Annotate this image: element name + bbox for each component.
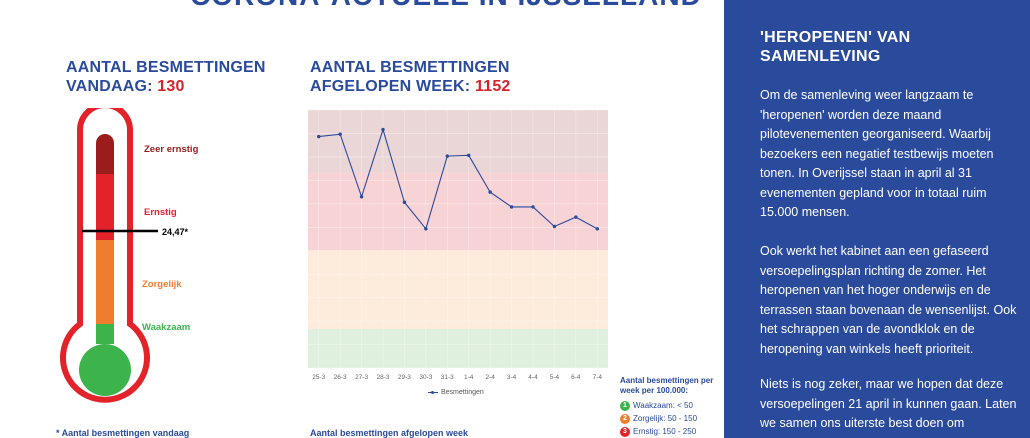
x-tick-label: 3-4 [507, 374, 517, 381]
level-label-zorgelijk: Zorgelijk [142, 279, 182, 290]
data-point [467, 153, 471, 158]
x-tick-label: 30-3 [419, 374, 432, 381]
data-point [381, 127, 385, 132]
chart-x-ticks: 25-3 26-3 27-3 28-3 29-3 30-3 31-3 1-4 2-4 3-4 4-4… [312, 374, 602, 381]
thermometer-heading-line1: AANTAL BESMETTINGEN [66, 59, 266, 76]
x-tick-label: 29-3 [398, 374, 411, 381]
x-tick-label: 7-4 [593, 374, 603, 381]
marker-value: 24,47* [162, 227, 189, 237]
x-tick-label: 5-4 [550, 374, 560, 381]
chart-band-2 [308, 172, 608, 251]
legend-label: Waakzaam: < 50 [633, 401, 693, 410]
legend-label: Ernstig: 150 - 250 [633, 427, 697, 436]
chart-band-1 [308, 250, 608, 329]
thermometer-graphic: Zeer ernstig Ernstig 24,47* Zorgelijk Wa… [60, 108, 199, 403]
chart-heading: AANTAL BESMETTINGEN AFGELOPEN WEEK: 1152 [310, 58, 511, 96]
thermometer-bulb [79, 344, 131, 396]
data-point [359, 195, 364, 199]
x-tick-label: 31-3 [441, 374, 454, 381]
series-line [318, 127, 598, 230]
sidebar-title: 'HEROPENEN' VAN SAMENLEVING [760, 29, 911, 65]
thermometer-heading: AANTAL BESMETTINGEN VANDAAG: 130 [66, 58, 266, 96]
legend-label: Zorgelijk: 50 - 150 [633, 414, 698, 423]
sidebar-panel: 'HEROPENEN' VAN SAMENLEVING Om de samenl… [724, 0, 1030, 438]
x-tick-label: 26-3 [334, 374, 347, 381]
level-label-zeer-ernstig: Zeer ernstig [144, 144, 199, 155]
level-bar-zeer-ernstig [96, 134, 114, 184]
legend-number-2: 2 [620, 413, 630, 424]
sidebar-paragraph: Niets is nog zeker, maar we hopen dat de… [760, 377, 1017, 430]
data-point [317, 134, 321, 139]
chart-grid [308, 109, 608, 369]
chart-heading-line2: AFGELOPEN WEEK: [310, 78, 471, 95]
chart-band-3 [308, 110, 608, 173]
chart-legend: Besmettingen [428, 389, 484, 396]
data-point [424, 227, 428, 231]
legend-item: 1 Waakzaam: < 50 [620, 399, 720, 412]
data-point [338, 132, 342, 136]
week-count: 1152 [475, 78, 511, 95]
x-tick-label: 27-3 [355, 374, 368, 381]
level-bar-waakzaam [96, 324, 114, 344]
chart-footnote: Aantal besmettingen afgelopen week [310, 428, 469, 438]
x-tick-label: 6-4 [571, 374, 581, 381]
data-point [552, 224, 557, 229]
data-point [595, 227, 599, 231]
x-tick-label: 4-4 [528, 374, 538, 381]
data-point [509, 205, 514, 209]
x-tick-label: 2-4 [485, 374, 495, 381]
legend-number-3: 3 [620, 426, 630, 437]
thermometer-body [60, 108, 150, 403]
chart-heading-line1: AANTAL BESMETTINGEN [310, 59, 510, 76]
sidebar-paragraph: Ook werkt het kabinet aan een gefaseerd … [760, 244, 1017, 356]
x-tick-label: 28-3 [376, 374, 389, 381]
x-tick-label: 25-3 [312, 374, 325, 381]
level-label-ernstig: Ernstig [144, 207, 177, 218]
data-point [488, 190, 492, 194]
sidebar-paragraph: Om de samenleving weer langzaam te 'hero… [760, 88, 994, 219]
weekly-chart: 25-3 26-3 27-3 28-3 29-3 30-3 31-3 1-4 2-4 3-4 4-4… [308, 109, 608, 381]
chart-series [317, 127, 599, 231]
threshold-legend: Aantal besmettingen per week per 100.000… [620, 376, 720, 438]
thermometer-heading-line2: VANDAAG: [66, 78, 153, 95]
thermometer-footnote: * Aantal besmettingen vandaag [56, 428, 190, 438]
legend-number-1: 1 [620, 400, 630, 411]
data-point [445, 154, 449, 158]
data-point [574, 215, 578, 219]
chart-bands [308, 110, 608, 368]
banner-title: CORONA-ACTUELE IN IJSSELLAND [190, 0, 700, 8]
chart-band-0 [308, 328, 608, 368]
threshold-legend-title: Aantal besmettingen per week per 100.000… [620, 376, 714, 395]
level-bar-zorgelijk [96, 240, 114, 324]
level-bar-ernstig [96, 174, 114, 240]
data-point [531, 205, 535, 209]
legend-item: 2 Zorgelijk: 50 - 150 [620, 412, 720, 425]
chart-legend-swatch [428, 390, 438, 394]
level-label-waakzaam: Waakzaam [142, 322, 190, 333]
legend-item: 3 Ernstig: 150 - 250 [620, 425, 720, 438]
today-count: 130 [157, 78, 185, 95]
x-tick-label: 1-4 [464, 374, 474, 381]
chart-legend-label: Besmettingen [441, 389, 484, 396]
data-point [402, 200, 407, 204]
